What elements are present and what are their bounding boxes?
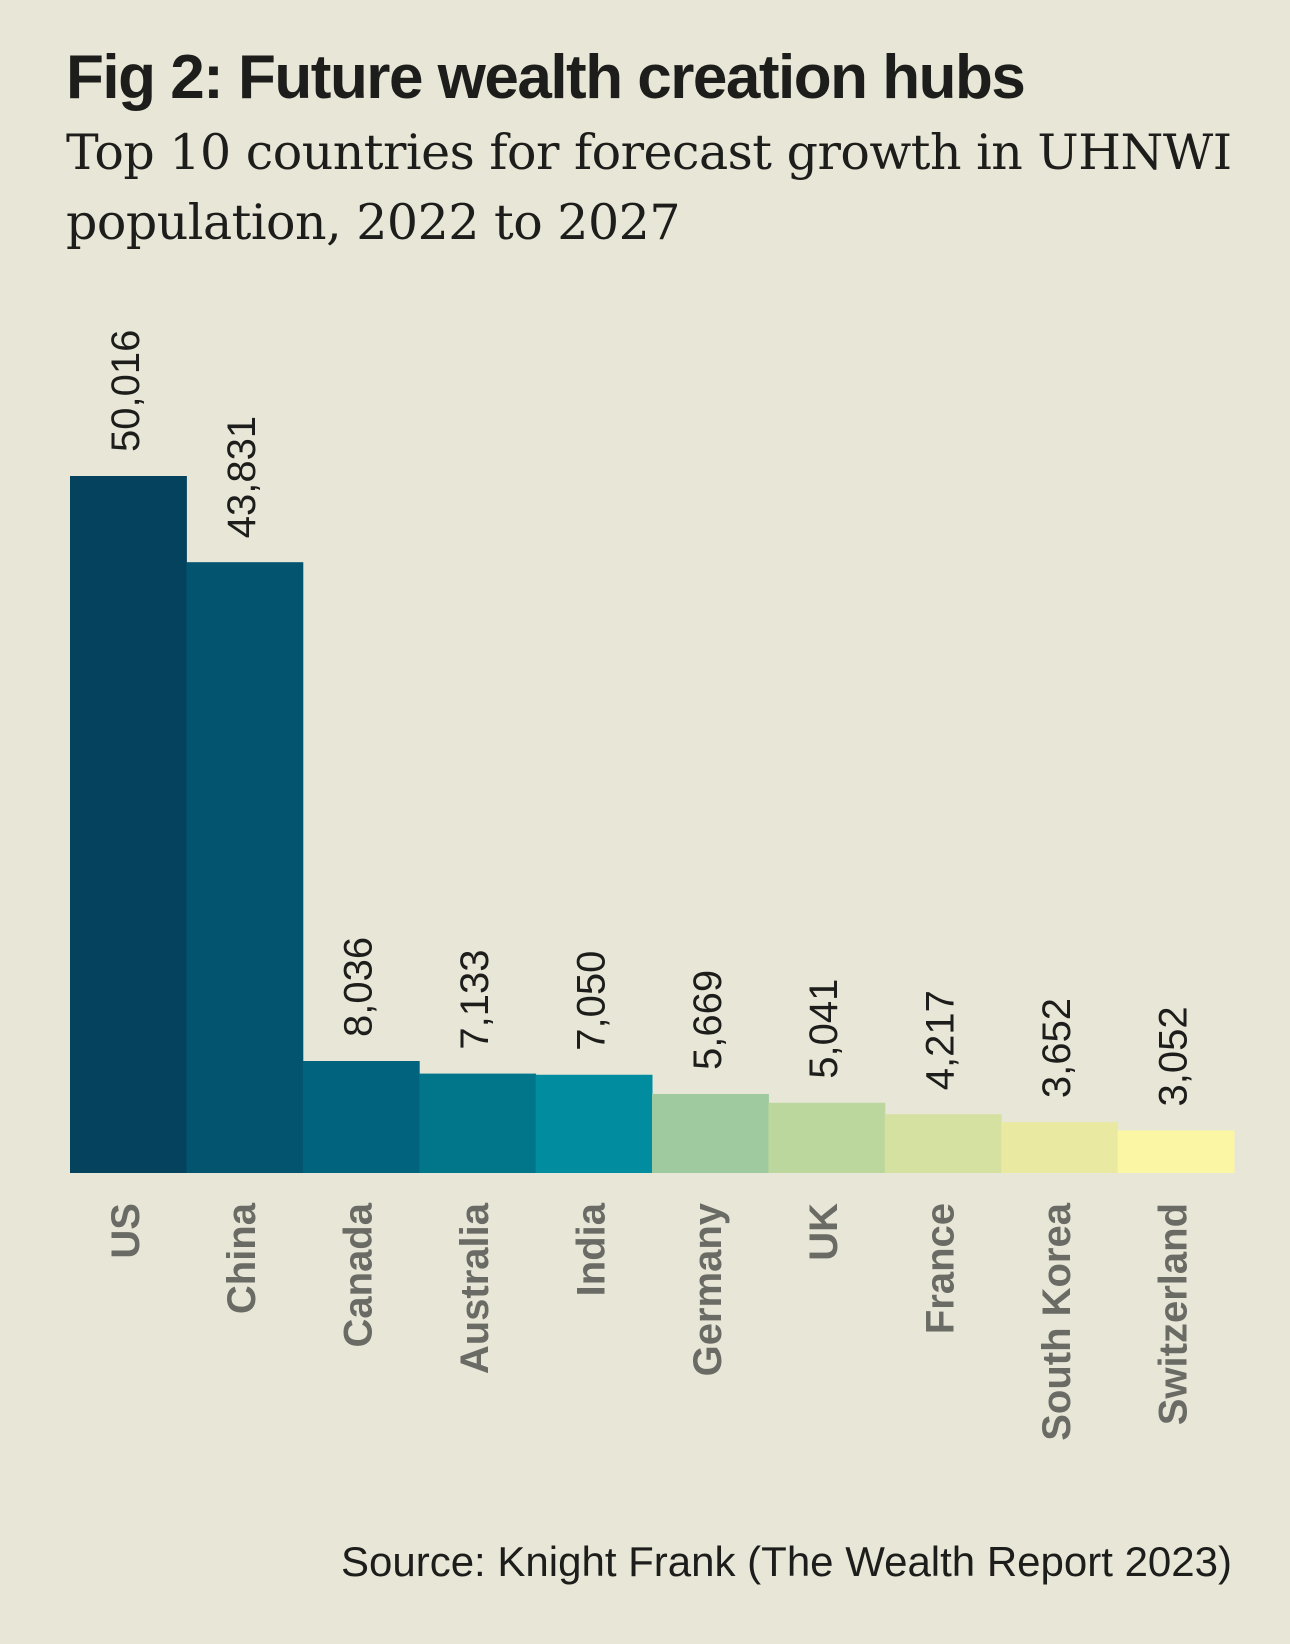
category-label: Germany	[686, 1202, 730, 1376]
bar-china	[186, 562, 304, 1173]
category-label: South Korea	[1035, 1202, 1079, 1441]
category-label: India	[569, 1202, 613, 1296]
bar-value-label: 5,041	[802, 979, 846, 1079]
bar-south-korea	[1001, 1122, 1119, 1173]
bar-value-label: 3,052	[1151, 1006, 1195, 1106]
bar-value-label: 4,217	[919, 990, 963, 1090]
bar-value-label: 5,669	[686, 970, 730, 1070]
category-label: France	[919, 1203, 963, 1334]
category-label: Switzerland	[1151, 1203, 1195, 1425]
bar-chart: 50,016 43,831 8,036 7,133 7,050 5,669 5,041 4,2…	[70, 330, 1235, 1441]
bar-value-label: 7,050	[569, 951, 613, 1051]
bar-switzerland	[1117, 1130, 1235, 1173]
bar-india	[535, 1074, 653, 1173]
chart-subtitle: Top 10 countries for forecast growth in …	[66, 124, 1232, 251]
bar-value-label: 43,831	[220, 416, 264, 538]
category-labels-group: US China Canada Australia India Germany UK Fran…	[104, 1202, 1196, 1441]
bar-germany	[652, 1093, 769, 1173]
bar-value-label: 8,036	[337, 937, 381, 1037]
category-label: US	[104, 1203, 148, 1259]
category-label: Canada	[337, 1202, 381, 1347]
bar-canada	[302, 1061, 420, 1173]
value-labels-group: 50,016 43,831 8,036 7,133 7,050 5,669 5,041 4,2…	[104, 330, 1196, 1107]
bars-group	[70, 476, 1235, 1173]
bar-australia	[419, 1073, 537, 1173]
bar-value-label: 3,652	[1035, 998, 1079, 1098]
bar-uk	[768, 1102, 886, 1173]
category-label: UK	[802, 1203, 846, 1261]
category-label: Australia	[453, 1202, 497, 1374]
source-note: Source: Knight Frank (The Wealth Report …	[340, 1538, 1232, 1585]
bar-us	[70, 476, 187, 1173]
bar-value-label: 50,016	[104, 330, 148, 452]
category-label: China	[220, 1202, 264, 1314]
bar-value-label: 7,133	[453, 949, 497, 1049]
chart-title: Fig 2: Future wealth creation hubs	[66, 43, 1026, 112]
bar-france	[884, 1114, 1002, 1173]
